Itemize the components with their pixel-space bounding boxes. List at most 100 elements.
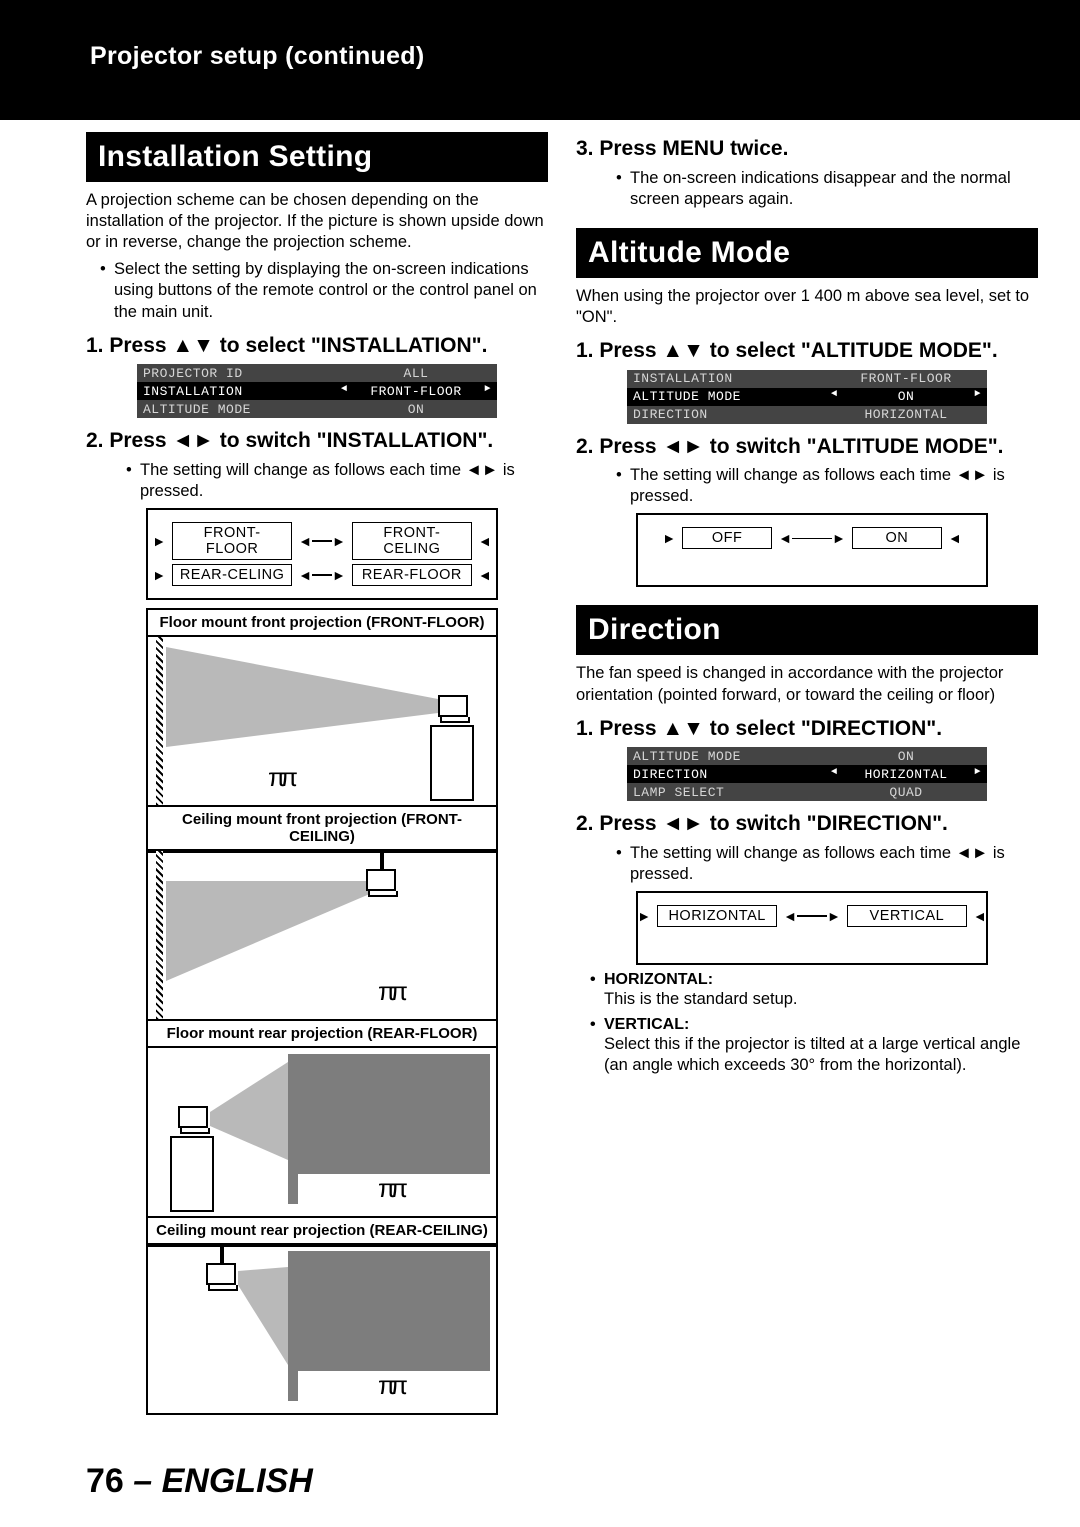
left-column: Installation Setting A projection scheme… [86, 124, 548, 1415]
osd-value: FRONT-FLOOR [825, 370, 987, 388]
section-title-installation: Installation Setting [86, 132, 548, 182]
bullet-text: The setting will change as follows each … [616, 465, 1038, 507]
arrow-both-icon: ◄► [298, 534, 346, 548]
section-title-direction: Direction [576, 605, 1038, 655]
osd-value: ON [825, 388, 987, 406]
arrow-both-icon: ◄► [298, 568, 346, 582]
bullet-text: The on-screen indications disappear and … [616, 168, 1038, 210]
cycle-option: REAR-FLOOR [352, 564, 472, 586]
osd-value: FRONT-FLOOR [335, 382, 497, 400]
page-language: – ENGLISH [124, 1462, 313, 1500]
beam-icon [148, 1048, 496, 1216]
direction-step2: 2. Press ◄► to switch "DIRECTION". [576, 811, 1038, 837]
osd-row-selected: INSTALLATIONFRONT-FLOOR [137, 382, 497, 400]
osd-row-selected: DIRECTIONHORIZONTAL [627, 765, 987, 783]
person-icon: ππ [378, 962, 402, 1015]
osd-value: HORIZONTAL [825, 406, 987, 424]
def-body-horizontal: This is the standard setup. [590, 989, 1038, 1010]
menu-twice-note: The on-screen indications disappear and … [616, 168, 1038, 210]
arrow-left-icon: ◄ [478, 534, 492, 548]
osd-installation: PROJECTOR IDALL INSTALLATIONFRONT-FLOOR … [137, 364, 497, 418]
install-step1: 1. Press ▲▼ to select "INSTALLATION". [86, 333, 548, 359]
header-band: Projector setup (continued) [0, 0, 1080, 120]
def-term-horizontal: HORIZONTAL: [590, 971, 1038, 989]
osd-altitude: INSTALLATIONFRONT-FLOOR ALTITUDE MODEON … [627, 370, 987, 424]
page-number: 76 [86, 1462, 124, 1500]
osd-label: INSTALLATION [137, 382, 335, 400]
osd-label: PROJECTOR ID [137, 364, 335, 382]
beam-icon [148, 851, 496, 1019]
beam-icon [148, 1245, 496, 1413]
def-term-vertical: VERTICAL: [590, 1016, 1038, 1034]
projection-figures: Floor mount front projection (FRONT-FLOO… [146, 608, 498, 1415]
def-body-vertical: Select this if the projector is tilted a… [590, 1034, 1038, 1076]
osd-label: LAMP SELECT [627, 783, 825, 801]
person-icon: ππ [268, 748, 292, 801]
install-step2: 2. Press ◄► to switch "INSTALLATION". [86, 428, 548, 454]
two-column-layout: Installation Setting A projection scheme… [0, 120, 1080, 1415]
osd-row: LAMP SELECTQUAD [627, 783, 987, 801]
osd-row: PROJECTOR IDALL [137, 364, 497, 382]
osd-row: ALTITUDE MODEON [137, 400, 497, 418]
bullet-text: The setting will change as follows each … [126, 460, 548, 502]
direction-definitions: HORIZONTAL: This is the standard setup. … [590, 971, 1038, 1076]
osd-direction: ALTITUDE MODEON DIRECTIONHORIZONTAL LAMP… [627, 747, 987, 801]
direction-cycle-diagram: ► HORIZONTAL ◄► VERTICAL ◄ [636, 891, 988, 965]
figure-caption: Floor mount rear projection (REAR-FLOOR) [148, 1019, 496, 1048]
cycle-option: REAR-CELING [172, 564, 292, 586]
figure-caption: Floor mount front projection (FRONT-FLOO… [148, 610, 496, 637]
bullet-text: The setting will change as follows each … [616, 843, 1038, 885]
osd-value: ON [825, 747, 987, 765]
page-footer: 76 – ENGLISH [0, 1462, 313, 1501]
installation-intro-bullet: Select the setting by displaying the on-… [100, 259, 548, 322]
person-icon: ππ [378, 1356, 402, 1409]
altitude-intro: When using the projector over 1 400 m ab… [576, 286, 1038, 328]
figure-caption: Ceiling mount rear projection (REAR-CEIL… [148, 1216, 496, 1245]
altitude-step2-note: The setting will change as follows each … [616, 465, 1038, 507]
altitude-cycle-diagram: ► OFF ◄► ON ◄ [636, 513, 988, 587]
osd-value: QUAD [825, 783, 987, 801]
arrow-left-icon: ◄ [478, 568, 492, 582]
figure-front-ceiling: ππ [148, 851, 496, 1019]
bullet-text: Select the setting by displaying the on-… [100, 259, 548, 322]
arrow-right-icon: ► [152, 568, 166, 582]
figure-caption: Ceiling mount front projection (FRONT-CE… [148, 805, 496, 851]
cycle-option: OFF [682, 527, 772, 549]
arrow-right-icon: ► [637, 909, 651, 923]
osd-label: ALTITUDE MODE [627, 747, 825, 765]
osd-row: INSTALLATIONFRONT-FLOOR [627, 370, 987, 388]
osd-label: DIRECTION [627, 765, 825, 783]
arrow-both-icon: ◄► [783, 909, 841, 923]
arrow-left-icon: ◄ [973, 909, 987, 923]
arrow-both-icon: ◄► [778, 531, 846, 545]
osd-value: HORIZONTAL [825, 765, 987, 783]
right-column: 3. Press MENU twice. The on-screen indic… [576, 124, 1038, 1415]
osd-value: ON [335, 400, 497, 418]
menu-twice-step: 3. Press MENU twice. [576, 136, 1038, 162]
cycle-option: HORIZONTAL [657, 905, 777, 927]
osd-label: ALTITUDE MODE [627, 388, 825, 406]
figure-rear-floor: ππ [148, 1048, 496, 1216]
osd-value: ALL [335, 364, 497, 382]
section-title-altitude: Altitude Mode [576, 228, 1038, 278]
person-icon: ππ [378, 1159, 402, 1212]
breadcrumb: Projector setup (continued) [90, 42, 1050, 71]
arrow-right-icon: ► [152, 534, 166, 548]
osd-label: DIRECTION [627, 406, 825, 424]
osd-row: ALTITUDE MODEON [627, 747, 987, 765]
arrow-left-icon: ◄ [948, 531, 962, 545]
cycle-option: ON [852, 527, 942, 549]
installation-cycle-diagram: ► FRONT-FLOOR ◄► FRONT-CELING ◄ ► REAR-C… [146, 508, 498, 600]
osd-label: INSTALLATION [627, 370, 825, 388]
installation-intro: A projection scheme can be chosen depend… [86, 190, 548, 253]
direction-intro: The fan speed is changed in accordance w… [576, 663, 1038, 705]
figure-rear-ceiling: ππ [148, 1245, 496, 1413]
install-step2-note: The setting will change as follows each … [126, 460, 548, 502]
projector-icon [366, 869, 396, 891]
direction-step2-note: The setting will change as follows each … [616, 843, 1038, 885]
projector-icon [438, 695, 468, 717]
cycle-option: FRONT-FLOOR [172, 522, 292, 560]
arrow-right-icon: ► [662, 531, 676, 545]
cycle-option: VERTICAL [847, 905, 967, 927]
osd-row-selected: ALTITUDE MODEON [627, 388, 987, 406]
